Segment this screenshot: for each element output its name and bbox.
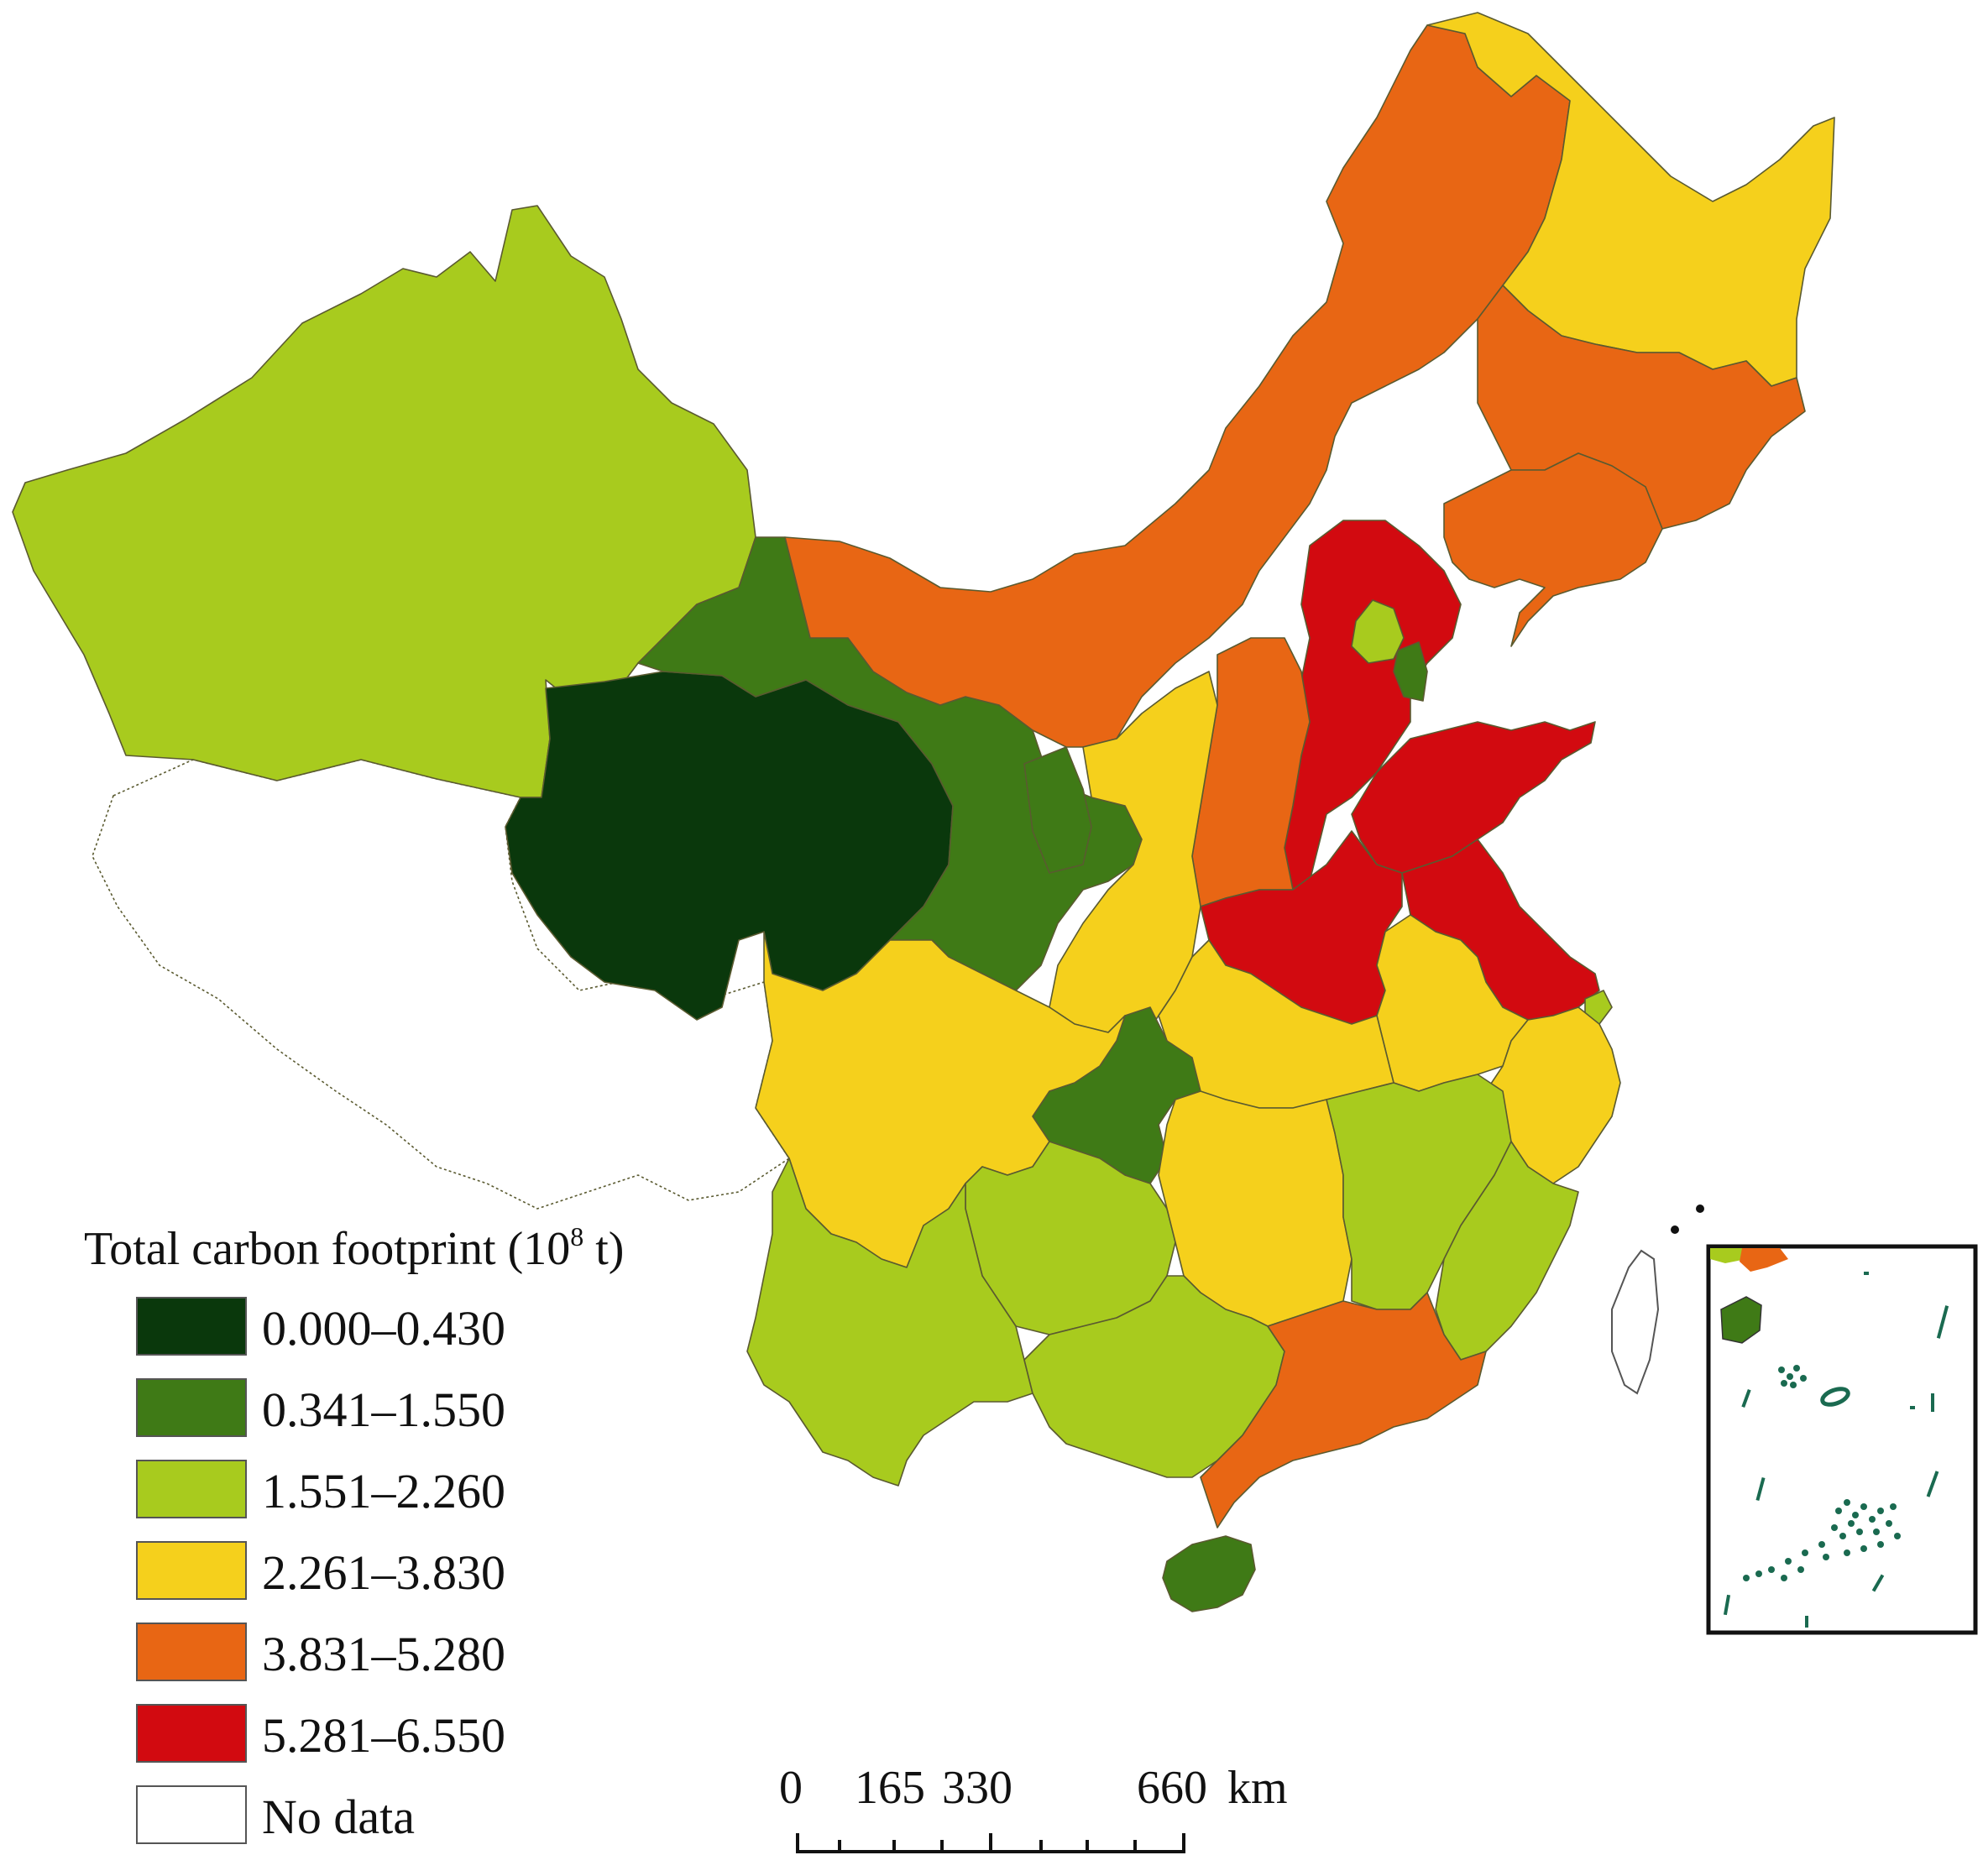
region-hainan [1162, 1535, 1256, 1612]
region-tianjin [1393, 641, 1428, 702]
scale-bar [796, 1833, 1185, 1853]
region-jilin [1477, 285, 1806, 530]
inset-mainland [1710, 1248, 1746, 1263]
legend-label: 0.341–1.550 [262, 1382, 505, 1437]
legend-swatch [136, 1460, 247, 1518]
region-beijing [1351, 599, 1405, 664]
scale-tick-165: 165 [855, 1762, 925, 1814]
legend-swatch [136, 1378, 247, 1437]
island-dot [1671, 1225, 1679, 1234]
legend-label: 0.000–0.430 [262, 1301, 505, 1356]
scale-tick-0: 0 [779, 1762, 803, 1814]
region-liaoning [1443, 452, 1663, 647]
inset-islands [1723, 1272, 1949, 1628]
scale-tick-660: 660 [1137, 1762, 1207, 1814]
region-guangdong [1200, 1292, 1487, 1528]
legend-label: 1.551–2.260 [262, 1464, 505, 1518]
legend-label: 2.261–3.830 [262, 1545, 505, 1600]
region-yunnan [746, 1157, 1033, 1487]
legend-swatch [136, 1297, 247, 1356]
legend-swatch [136, 1541, 247, 1600]
inset-guangdong [1740, 1248, 1788, 1272]
legend-label: 3.831–5.280 [262, 1627, 505, 1681]
scale-unit: km [1227, 1762, 1288, 1814]
inset-hainan [1720, 1296, 1762, 1344]
region-xinjiang [12, 205, 756, 798]
legend-label: 5.281–6.550 [262, 1708, 505, 1763]
legend-swatch [136, 1785, 247, 1844]
scale-tick-330: 330 [942, 1762, 1012, 1814]
region-taiwan [1611, 1249, 1660, 1395]
island-dot [1696, 1205, 1704, 1213]
region-ningxia [1023, 746, 1092, 874]
legend-swatch [136, 1623, 247, 1681]
legend-swatch [136, 1704, 247, 1763]
legend-title: Total carbon footprint (108 t) [84, 1221, 625, 1275]
south-china-sea-inset [1706, 1244, 1978, 1635]
legend: Total carbon footprint (108 t) [84, 1221, 756, 1276]
legend-label: No data [262, 1790, 415, 1844]
